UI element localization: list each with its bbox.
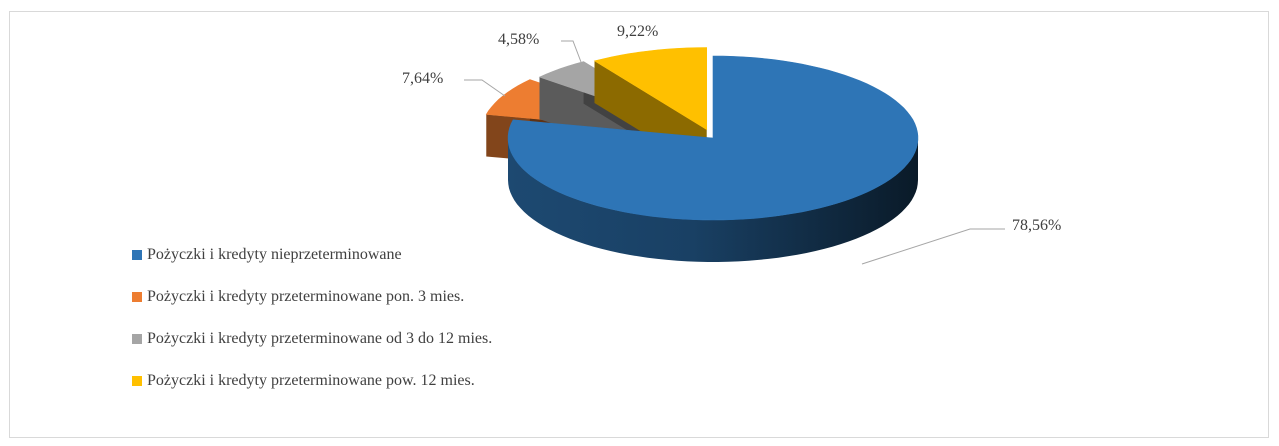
leader-line — [561, 40, 582, 63]
legend-swatch — [132, 375, 142, 386]
pie-slice-po-yczki-i-kredyty-nieprzeterminowane — [507, 55, 919, 262]
legend-swatch — [132, 333, 142, 344]
slice-top — [593, 47, 708, 131]
legend: Pożyczki i kredyty nieprzeterminowane Poż… — [132, 244, 492, 412]
legend-item-po-yczki-i-kredyty-przeterminowane-od-3-do-12-mies: Pożyczki i kredyty przeterminowane od 3 … — [132, 328, 492, 349]
slice-top — [507, 55, 919, 221]
data-label-po-yczki-i-kredyty-przeterminowane-pow-12-mies: 9,22% — [617, 23, 658, 40]
data-label-po-yczki-i-kredyty-przeterminowane-pon-3-mies: 7,64% — [402, 70, 443, 87]
legend-swatch — [132, 291, 142, 302]
legend-swatch — [132, 249, 142, 260]
legend-label: Pożyczki i kredyty przeterminowane pow. … — [147, 371, 475, 389]
legend-item-po-yczki-i-kredyty-przeterminowane-pon-3-mies: Pożyczki i kredyty przeterminowane pon. … — [132, 286, 492, 307]
data-label-po-yczki-i-kredyty-nieprzeterminowane: 78,56% — [1012, 217, 1061, 234]
data-label-po-yczki-i-kredyty-przeterminowane-od-3-do-12-mies: 4,58% — [498, 31, 539, 48]
legend-label: Pożyczki i kredyty nieprzeterminowane — [147, 245, 402, 263]
legend-item-po-yczki-i-kredyty-przeterminowane-pow-12-mies: Pożyczki i kredyty przeterminowane pow. … — [132, 370, 492, 391]
leader-line — [861, 228, 1005, 265]
leader-line — [464, 79, 506, 97]
legend-label: Pożyczki i kredyty przeterminowane od 3 … — [147, 329, 493, 347]
legend-item-po-yczki-i-kredyty-nieprzeterminowane: Pożyczki i kredyty nieprzeterminowane — [132, 244, 492, 265]
legend-label: Pożyczki i kredyty przeterminowane pon. … — [147, 287, 465, 305]
slice-side — [508, 138, 918, 262]
